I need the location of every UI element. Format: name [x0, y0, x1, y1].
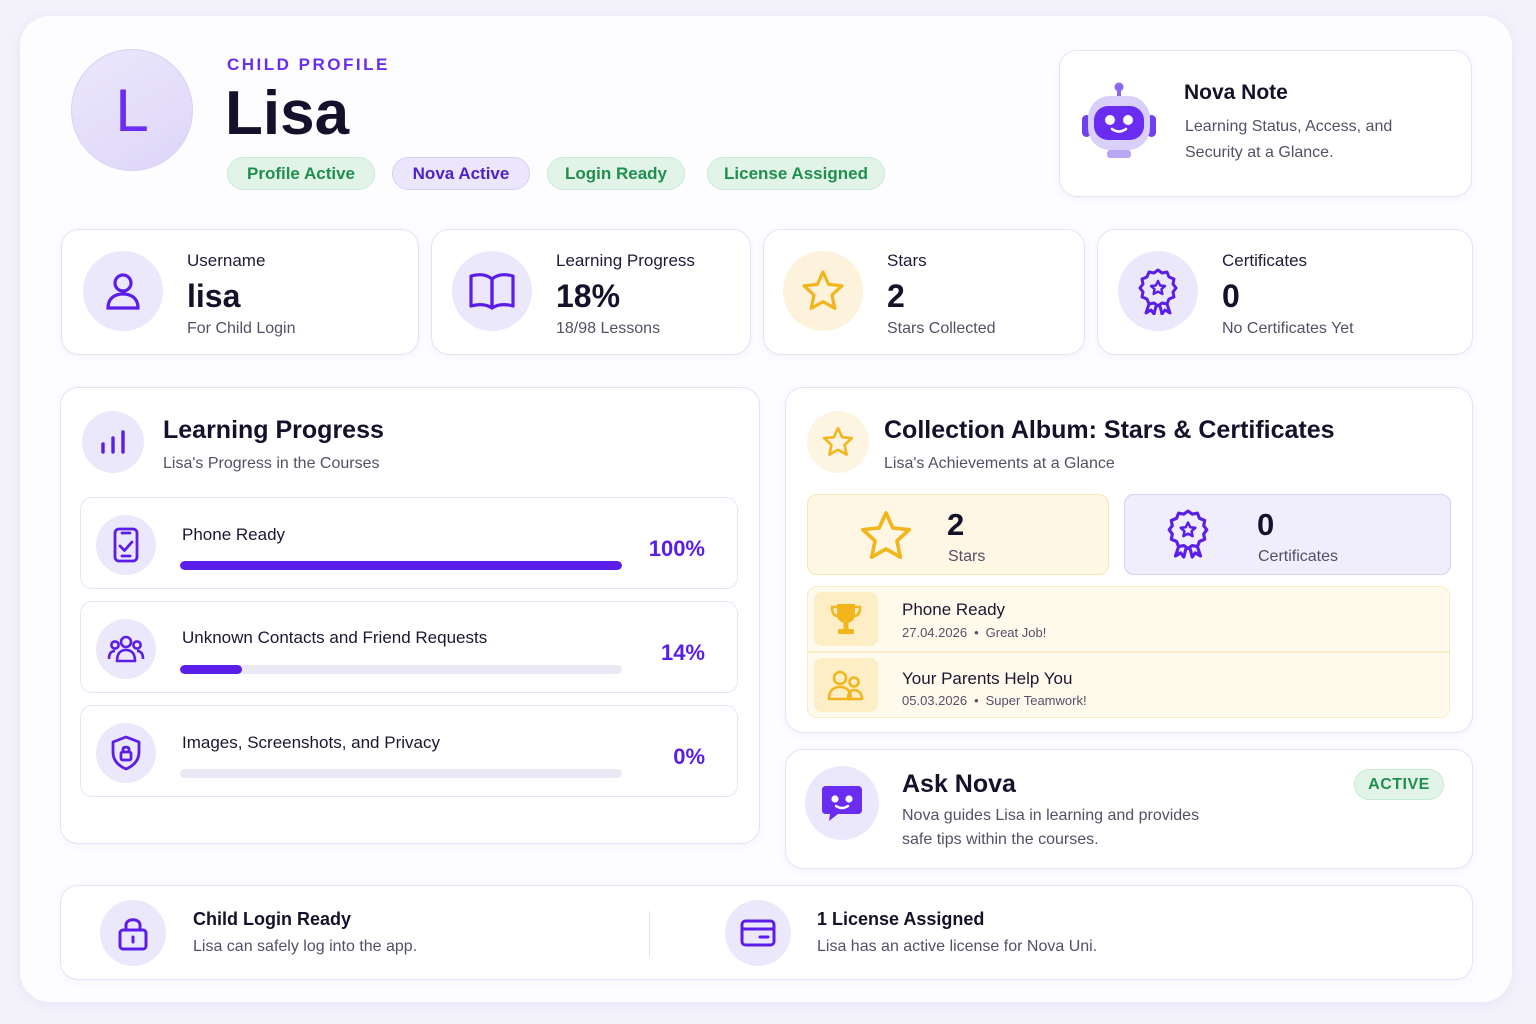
achievement-title-parents-help: Your Parents Help You: [902, 669, 1073, 688]
stat-value-stars: 2: [887, 278, 905, 314]
footer-divider: [649, 911, 650, 957]
progress-percent-phone-ready: 100%: [648, 536, 705, 561]
profile-eyebrow: CHILD PROFILE: [227, 55, 390, 74]
achievement-separator: •: [974, 625, 979, 640]
progress-label-images-privacy: Images, Screenshots, and Privacy: [182, 733, 440, 752]
stat-sub-username: For Child Login: [187, 320, 296, 337]
avatar: L: [71, 49, 193, 171]
footer-license-title: 1 License Assigned: [817, 909, 985, 929]
robot-icon: [1078, 79, 1160, 168]
stars-tile-value: 2: [947, 507, 965, 542]
nova-note-card: Nova Note Learning Status, Access, and S…: [1059, 50, 1472, 197]
user-icon: [83, 251, 163, 331]
stat-value-username: lisa: [187, 278, 241, 314]
star-icon: [783, 251, 863, 331]
shield-lock-icon: [96, 723, 156, 783]
stat-card-certificates: Certificates 0 No Certificates Yet: [1097, 229, 1473, 355]
badge-profile-active: Profile Active: [227, 157, 375, 190]
award-icon: [1118, 251, 1198, 331]
progress-row-phone-ready[interactable]: Phone Ready 100%: [80, 497, 738, 589]
book-icon: [452, 251, 532, 331]
progress-percent-images-privacy: 0%: [673, 744, 705, 769]
stat-value-certificates: 0: [1222, 278, 1240, 314]
progress-row-unknown-contacts[interactable]: Unknown Contacts and Friend Requests 14%: [80, 601, 738, 693]
progress-track-phone-ready: [180, 561, 622, 570]
progress-label-unknown-contacts: Unknown Contacts and Friend Requests: [182, 628, 488, 647]
footer-login-text: Lisa can safely log into the app.: [193, 938, 418, 955]
stat-card-username: Username lisa For Child Login: [61, 229, 419, 355]
album-star-icon: [807, 411, 869, 473]
achievement-note-parents-help: Super Teamwork!: [985, 693, 1087, 708]
stat-card-stars: Stars 2 Stars Collected: [763, 229, 1085, 355]
ask-nova-title: Ask Nova: [902, 770, 1016, 798]
achievement-date-phone-ready: 27.04.2026: [902, 625, 968, 640]
status-badge: ACTIVE: [1354, 769, 1444, 800]
card-icon: [725, 900, 791, 966]
parents-icon: [814, 658, 878, 712]
collection-album-subtitle: Lisa's Achievements at a Glance: [884, 455, 1115, 472]
stat-label-stars: Stars: [887, 251, 927, 270]
progress-label-phone-ready: Phone Ready: [182, 525, 286, 544]
trophy-icon: [814, 592, 878, 646]
achievement-row-phone-ready[interactable]: Phone Ready 27.04.2026 • Great Job!: [807, 586, 1450, 652]
progress-percent-unknown-contacts: 14%: [660, 640, 705, 665]
certificates-tile-award-icon: [1165, 507, 1211, 564]
progress-track-images-privacy: [180, 769, 622, 778]
learning-progress-title: Learning Progress: [163, 416, 384, 444]
certificates-tile-label: Certificates: [1258, 548, 1339, 565]
collection-album-title: Collection Album: Stars & Certificates: [884, 416, 1335, 444]
achievement-date-parents-help: 05.03.2026: [902, 693, 968, 708]
progress-track-unknown-contacts: [180, 665, 622, 674]
achievement-title-phone-ready: Phone Ready: [902, 600, 1006, 619]
stat-label-username: Username: [187, 251, 266, 270]
stat-label-certificates: Certificates: [1222, 251, 1308, 270]
bar-chart-icon: [82, 411, 144, 473]
stars-tile-star-icon: [858, 509, 914, 568]
stat-sub-learning-progress: 18/98 Lessons: [556, 320, 661, 337]
stat-sub-stars: Stars Collected: [887, 320, 996, 337]
achievement-separator: •: [974, 693, 979, 708]
badge-nova-active: Nova Active: [392, 157, 530, 190]
achievement-row-parents-help[interactable]: Your Parents Help You 05.03.2026 • Super T…: [807, 652, 1450, 718]
stat-label-learning-progress: Learning Progress: [556, 251, 695, 270]
badge-license-assigned: License Assigned: [707, 157, 885, 190]
certificates-summary-tile: 0 Certificates: [1124, 494, 1451, 575]
achievement-note-phone-ready: Great Job!: [985, 625, 1047, 640]
ask-nova-card[interactable]: Ask Nova Nova guides Lisa in learning an…: [785, 749, 1473, 869]
progress-fill-phone-ready: [180, 561, 622, 570]
phone-check-icon: [96, 515, 156, 575]
certificates-tile-value: 0: [1257, 507, 1275, 542]
progress-row-images-privacy[interactable]: Images, Screenshots, and Privacy 0%: [80, 705, 738, 797]
footer-license-text: Lisa has an active license for Nova Uni.: [817, 938, 1098, 955]
nova-note-text-line2: Security at a Glance.: [1185, 144, 1334, 161]
stars-tile-label: Stars: [948, 548, 986, 565]
progress-fill-unknown-contacts: [180, 665, 242, 674]
chat-bot-icon: [805, 766, 879, 840]
lock-icon: [100, 900, 166, 966]
stars-summary-tile: 2 Stars: [807, 494, 1109, 575]
learning-progress-subtitle: Lisa's Progress in the Courses: [163, 455, 380, 472]
footer-login-title: Child Login Ready: [193, 909, 352, 929]
nova-note-text-line1: Learning Status, Access, and: [1185, 118, 1393, 135]
stat-sub-certificates: No Certificates Yet: [1222, 320, 1354, 337]
ask-nova-text-line1: Nova guides Lisa in learning and provide…: [902, 807, 1200, 824]
page-title: Lisa: [225, 79, 350, 148]
ask-nova-text-line2: safe tips within the courses.: [902, 831, 1099, 848]
nova-note-title: Nova Note: [1184, 81, 1288, 104]
stat-value-learning-progress: 18%: [556, 278, 621, 314]
badge-login-ready: Login Ready: [547, 157, 685, 190]
stat-card-learning-progress: Learning Progress 18% 18/98 Lessons: [431, 229, 751, 355]
group-icon: [96, 619, 156, 679]
footer-bar: Child Login Ready Lisa can safely log in…: [60, 885, 1473, 980]
avatar-initial: L: [115, 76, 149, 144]
